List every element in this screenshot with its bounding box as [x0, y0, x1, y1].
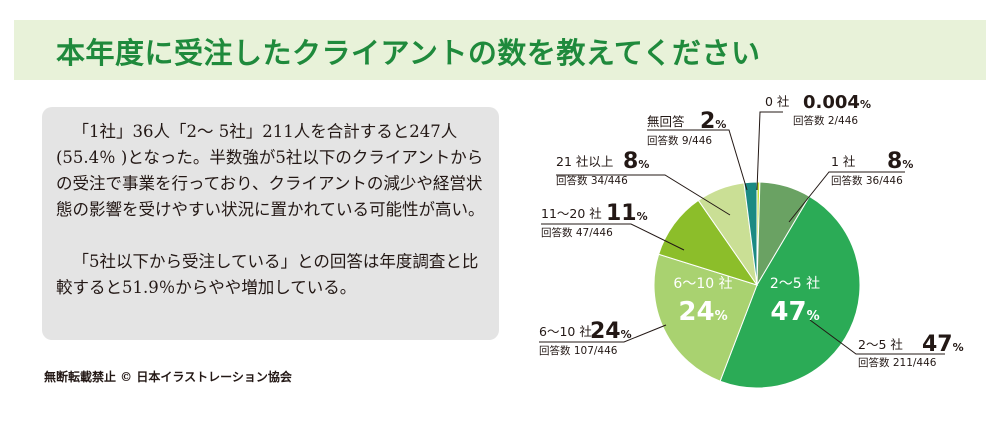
slice-inside-label: 2〜5 社	[770, 276, 820, 292]
page-title: 本年度に受注したクライアントの数を教えてください	[56, 36, 761, 70]
slice-percent: 8%	[623, 149, 649, 174]
leader-line	[647, 129, 748, 191]
commentary-paragraph-2: 「5社以下から受注している」との回答は年度調査と比較すると51.9％からやや増加…	[56, 252, 479, 297]
slice-percent: 47%	[922, 332, 964, 357]
pie-slice	[719, 195, 861, 389]
title-band: 本年度に受注したクライアントの数を教えてください	[14, 20, 986, 80]
slice-percent: 0.004%	[803, 92, 871, 113]
slice-label: 1 社	[831, 154, 855, 169]
slice-percent: 2%	[700, 109, 726, 134]
slice-count: 回答数 2/446	[793, 114, 858, 127]
slice-label: 無回答	[647, 114, 685, 129]
leader-line	[756, 111, 783, 191]
slice-percent: 24%	[590, 319, 632, 344]
slice-count: 回答数 34/446	[556, 174, 628, 187]
pie-slice	[653, 253, 758, 382]
slice-count: 回答数 211/446	[858, 356, 937, 369]
slice-count: 回答数 36/446	[831, 174, 903, 187]
slice-percent: 11%	[606, 201, 648, 226]
slice-inside-label: 6〜10 社	[673, 276, 732, 292]
slice-percent: 8%	[887, 149, 913, 174]
leader-line	[556, 174, 731, 216]
slice-label: 2〜5 社	[858, 337, 903, 352]
slice-count: 回答数 9/446	[647, 134, 712, 147]
slice-count: 回答数 107/446	[539, 344, 618, 357]
pie-slice	[658, 199, 759, 286]
commentary-paragraph-1: 「1社」36人「2〜 5社」211人を合計すると247人(55.4％ )となった…	[56, 122, 485, 219]
slice-label: 11〜20 社	[541, 206, 602, 221]
slice-count: 回答数 47/446	[541, 226, 613, 239]
leader-line	[788, 171, 905, 223]
commentary-box: 「1社」36人「2〜 5社」211人を合計すると247人(55.4％ )となった…	[42, 107, 499, 340]
leader-line	[809, 319, 945, 355]
leader-line	[539, 324, 667, 343]
slice-label: 0 社	[765, 94, 789, 109]
leader-line	[541, 223, 685, 251]
slice-label: 21 社以上	[556, 154, 613, 169]
slice-label: 6〜10 社	[539, 324, 592, 339]
copyright-footer: 無断転載禁止 © 日本イラストレーション協会	[44, 370, 292, 384]
